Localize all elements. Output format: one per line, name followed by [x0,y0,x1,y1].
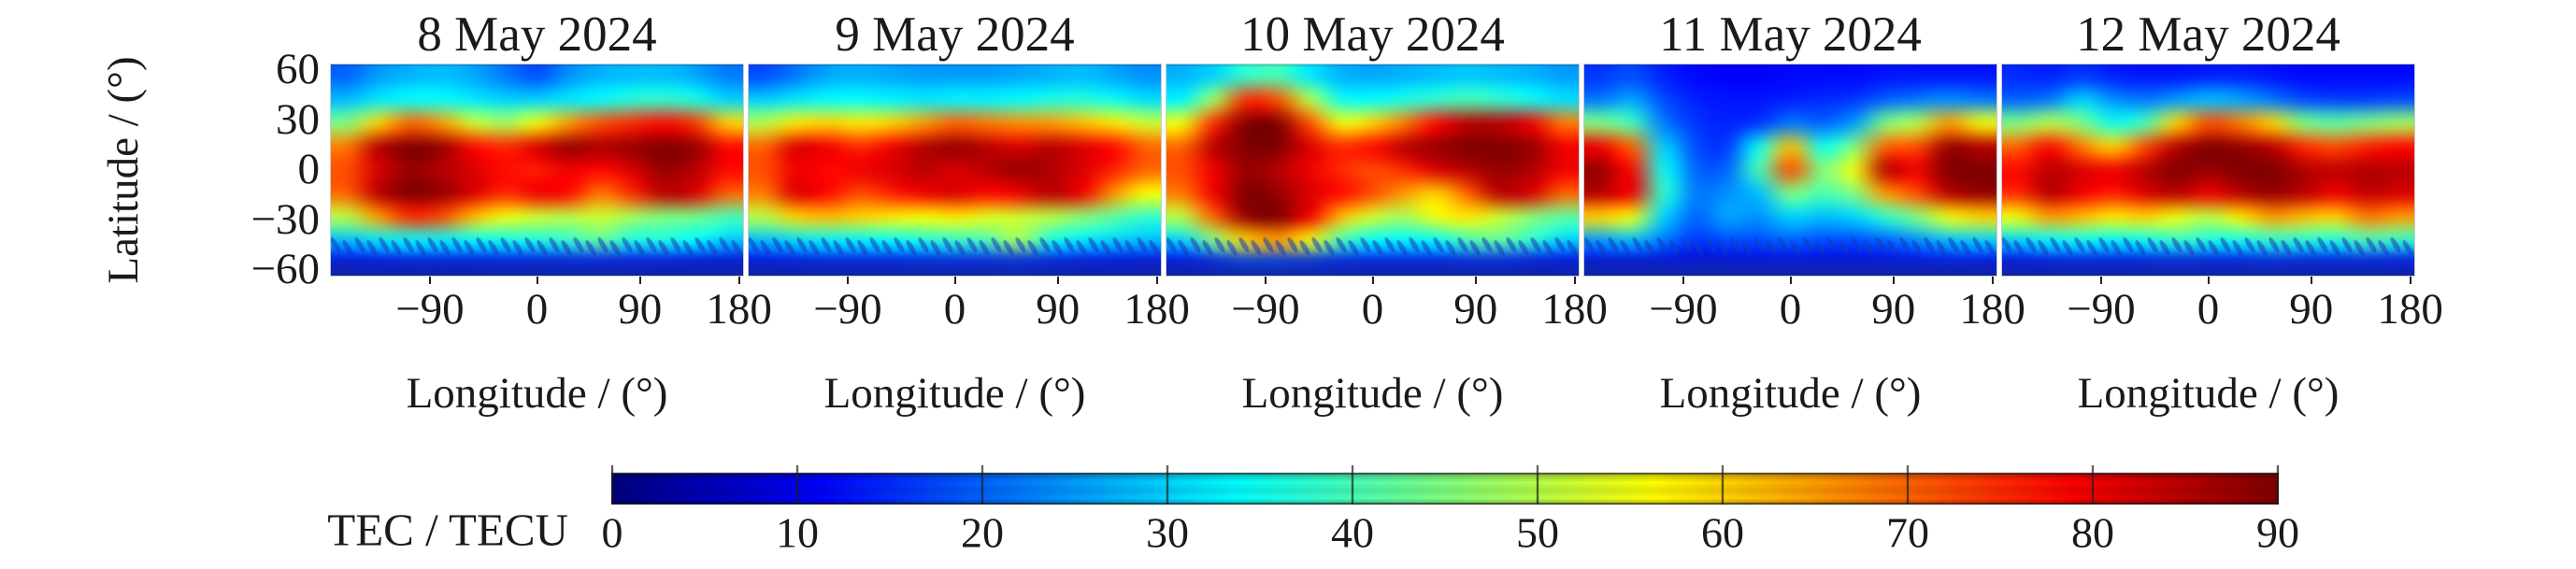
x-axis-title: Longitude / (°) [406,369,668,418]
x-axis-title: Longitude / (°) [823,369,1086,418]
colorbar-tick-label: 40 [1331,508,1374,557]
panel-title: 8 May 2024 [417,7,657,62]
heatmap-panel-8-may-2024 [330,64,744,277]
y-axis-title: Latitude / (°) [99,56,148,284]
colorbar-tick-label: 90 [2256,508,2299,557]
x-tick-mark [2310,277,2312,284]
x-tick-label: −90 [1231,285,1300,334]
x-tick-label: −90 [813,285,882,334]
x-tick-label: 180 [1123,285,1190,334]
x-tick-mark [1264,277,1267,284]
x-tick-label: 90 [1871,285,1916,334]
x-tick-label: 180 [1959,285,2025,334]
x-tick-mark [1789,277,1792,284]
heatmap-panel-12-may-2024 [2001,64,2415,277]
y-tick-label: 60 [276,44,320,93]
x-tick-label: 90 [1036,285,1080,334]
colorbar-tick-label: 80 [2071,508,2114,557]
colorbar-title: TEC / TECU [327,504,568,556]
x-axis-title: Longitude / (°) [2077,369,2340,418]
x-tick-label: −90 [395,285,465,334]
panel-title: 12 May 2024 [2076,7,2340,62]
x-tick-mark [846,277,849,284]
panel-title: 10 May 2024 [1240,7,1505,62]
x-tick-mark [1573,277,1576,284]
x-axis-title: Longitude / (°) [1241,369,1504,418]
x-tick-label: 0 [2197,285,2220,334]
heatmap-panel-9-may-2024 [748,64,1162,277]
heatmap-panel-10-may-2024 [1166,64,1580,277]
x-tick-mark [1892,277,1895,284]
x-tick-label: 90 [2289,285,2334,334]
x-tick-mark [428,277,431,284]
x-tick-mark [638,277,641,284]
x-tick-mark [1991,277,1994,284]
y-tick-label: 30 [276,94,320,144]
x-tick-label: −90 [2067,285,2136,334]
heatmap-panel-11-may-2024 [1583,64,1997,277]
x-tick-label: 90 [1453,285,1498,334]
panel-title: 11 May 2024 [1659,7,1922,62]
colorbar-tick-label: 30 [1146,508,1189,557]
colorbar [611,465,2279,505]
x-tick-mark [1474,277,1477,284]
x-tick-mark [2207,277,2210,284]
x-tick-label: 0 [1779,285,1802,334]
colorbar-tick-label: 0 [601,508,623,557]
x-tick-label: 180 [2377,285,2443,334]
y-tick-label: −60 [250,244,320,293]
colorbar-tick-label: 70 [1886,508,1929,557]
x-tick-mark [1371,277,1374,284]
x-tick-mark [953,277,956,284]
x-tick-mark [2099,277,2102,284]
x-tick-label: 180 [1541,285,1608,334]
x-tick-mark [737,277,740,284]
x-tick-mark [2409,277,2411,284]
y-tick-label: −30 [250,194,320,244]
x-tick-label: 0 [525,285,549,334]
colorbar-tick-label: 50 [1516,508,1559,557]
x-tick-mark [1682,277,1684,284]
x-tick-label: 0 [1361,285,1384,334]
x-tick-label: 180 [706,285,772,334]
x-tick-mark [536,277,538,284]
x-tick-label: 0 [943,285,966,334]
panel-title: 9 May 2024 [835,7,1075,62]
x-tick-label: 90 [618,285,663,334]
colorbar-tick-label: 10 [776,508,819,557]
x-axis-title: Longitude / (°) [1659,369,1922,418]
x-tick-label: −90 [1649,285,1718,334]
x-tick-mark [1056,277,1059,284]
colorbar-tick-label: 20 [961,508,1004,557]
y-tick-label: 0 [297,144,321,193]
colorbar-tick-label: 60 [1701,508,1744,557]
x-tick-mark [1155,277,1158,284]
